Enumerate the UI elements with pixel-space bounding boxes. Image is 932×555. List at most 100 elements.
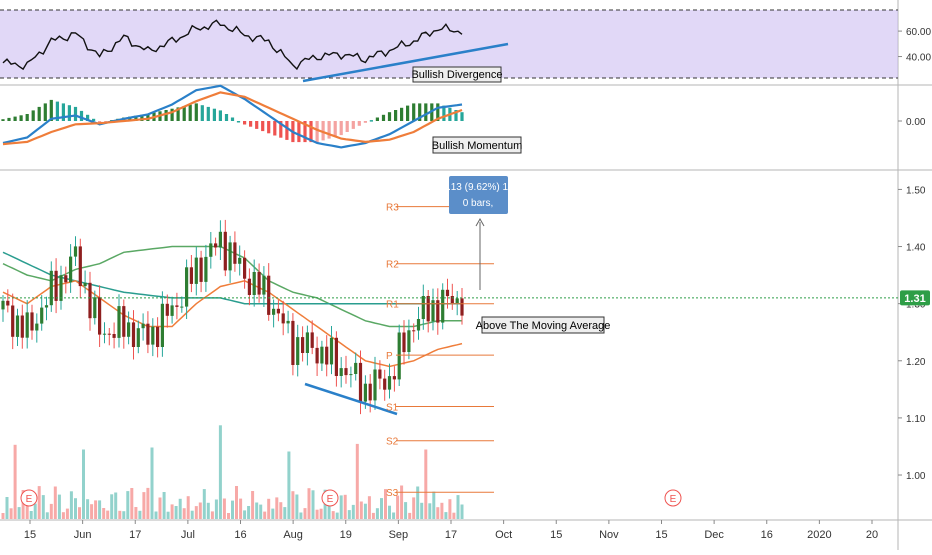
volume-bar bbox=[408, 512, 412, 519]
volume-bar bbox=[190, 510, 194, 519]
candle-body bbox=[305, 332, 309, 353]
time-tick-label: Jun bbox=[74, 529, 92, 541]
candle-body bbox=[426, 296, 430, 322]
macd-histogram-bar bbox=[460, 112, 464, 121]
candle-body bbox=[450, 296, 454, 303]
volume-bar bbox=[210, 511, 214, 519]
candle-body bbox=[83, 282, 87, 287]
time-tick-label: Oct bbox=[495, 529, 512, 541]
price-annotation-box[interactable] bbox=[481, 316, 605, 334]
volume-bar bbox=[416, 486, 420, 519]
candle-body bbox=[339, 368, 343, 376]
macd-histogram-bar bbox=[297, 121, 301, 143]
macd-histogram-bar bbox=[400, 107, 404, 121]
macd-panel[interactable]: 0.00 Bullish Momentum bbox=[1, 84, 926, 154]
measure-box[interactable] bbox=[449, 176, 508, 214]
last-price-tag bbox=[900, 290, 930, 306]
macd-histogram-bar bbox=[309, 121, 313, 143]
candle-body bbox=[127, 322, 131, 337]
volume-bar bbox=[90, 504, 94, 519]
candle-body bbox=[73, 246, 78, 257]
candle-body bbox=[218, 231, 222, 248]
macd-histogram-bar bbox=[13, 116, 17, 121]
time-tick-label: Nov bbox=[599, 529, 619, 541]
rsi-annotation: Bullish Divergence bbox=[411, 69, 502, 81]
candle-body bbox=[228, 242, 232, 271]
candle-body bbox=[363, 383, 367, 402]
volume-bar bbox=[194, 506, 198, 519]
macd-histogram-bar bbox=[128, 116, 132, 121]
volume-bar bbox=[267, 498, 271, 519]
candle-body bbox=[151, 326, 155, 345]
volume-bar bbox=[69, 491, 73, 519]
volume-bar bbox=[94, 500, 98, 519]
volume-bar bbox=[114, 492, 118, 519]
macd-histogram-bar bbox=[212, 108, 216, 121]
measure-line-2: 0 bars, bbox=[463, 198, 494, 209]
candle-body bbox=[112, 334, 116, 338]
measure-line-1: 0.13 (9.62%) 13 bbox=[442, 182, 514, 193]
volume-bar bbox=[198, 502, 202, 519]
volume-bar bbox=[319, 508, 323, 519]
candle-body bbox=[170, 305, 174, 316]
volume-bar bbox=[231, 500, 234, 519]
volume-bar bbox=[275, 497, 279, 519]
candle-body bbox=[64, 275, 68, 283]
volume-bar bbox=[444, 512, 448, 519]
rsi-line bbox=[2, 19, 463, 71]
candle-body bbox=[455, 298, 459, 304]
volume-bar bbox=[218, 425, 222, 519]
rsi-tick-label: 60.00 bbox=[906, 27, 931, 38]
time-axis[interactable]: 15 Jun 17 Jul 16 Aug 19 Sep 17 Oct 15 Nov 15 Dec 16 202… bbox=[24, 520, 878, 541]
volume-bar bbox=[412, 497, 416, 519]
earnings-marker-icon bbox=[20, 489, 38, 507]
volume-bar bbox=[384, 489, 387, 519]
candle-body bbox=[204, 256, 208, 282]
pivot-label-s1: S1 bbox=[386, 403, 399, 414]
volume-bar bbox=[138, 510, 142, 519]
earnings-marker-label: E bbox=[26, 494, 33, 505]
candle-body bbox=[445, 289, 450, 297]
candle-body bbox=[349, 374, 353, 376]
volume-bar bbox=[271, 508, 275, 519]
candle-body bbox=[329, 337, 334, 365]
candle-body bbox=[441, 289, 445, 323]
volume-bar bbox=[182, 508, 186, 519]
candle-body bbox=[387, 376, 392, 390]
price-annotation: Above The Moving Average bbox=[476, 320, 611, 332]
volume-bar bbox=[61, 512, 65, 519]
macd-tick-label: 0.00 bbox=[906, 117, 926, 128]
macd-histogram-bar bbox=[412, 103, 416, 121]
volume-bar bbox=[86, 499, 90, 519]
volume-bar bbox=[440, 502, 444, 519]
volume-bar bbox=[400, 485, 404, 519]
rsi-annotation-box[interactable] bbox=[412, 66, 502, 83]
volume-bar bbox=[222, 498, 226, 519]
volume-bar bbox=[174, 506, 178, 519]
candle-body bbox=[233, 242, 237, 264]
volume-bar bbox=[424, 449, 428, 519]
macd-histogram-bar bbox=[442, 105, 446, 121]
volume-bar bbox=[452, 512, 456, 519]
volume-bar bbox=[130, 488, 134, 519]
candle-body bbox=[358, 362, 363, 402]
macd-histogram-bar bbox=[381, 114, 386, 121]
macd-histogram-bar bbox=[92, 118, 96, 121]
macd-histogram-bar bbox=[375, 117, 379, 121]
candle-body bbox=[368, 383, 372, 401]
macd-histogram-bar bbox=[19, 115, 23, 121]
candle-body bbox=[199, 257, 203, 282]
macd-annotation-box[interactable] bbox=[432, 136, 522, 154]
volume-bar bbox=[33, 503, 37, 519]
macd-histogram-bar bbox=[194, 103, 198, 121]
time-tick-label: Aug bbox=[283, 529, 303, 541]
candle-body bbox=[160, 303, 164, 347]
volume-bar bbox=[1, 513, 5, 519]
earnings-marker-label: E bbox=[670, 494, 677, 505]
pivot-label-s2: S2 bbox=[386, 437, 399, 448]
rsi-panel[interactable]: 60.00 40.00 Bullish Divergence bbox=[0, 9, 931, 83]
volume-bar bbox=[355, 443, 359, 519]
